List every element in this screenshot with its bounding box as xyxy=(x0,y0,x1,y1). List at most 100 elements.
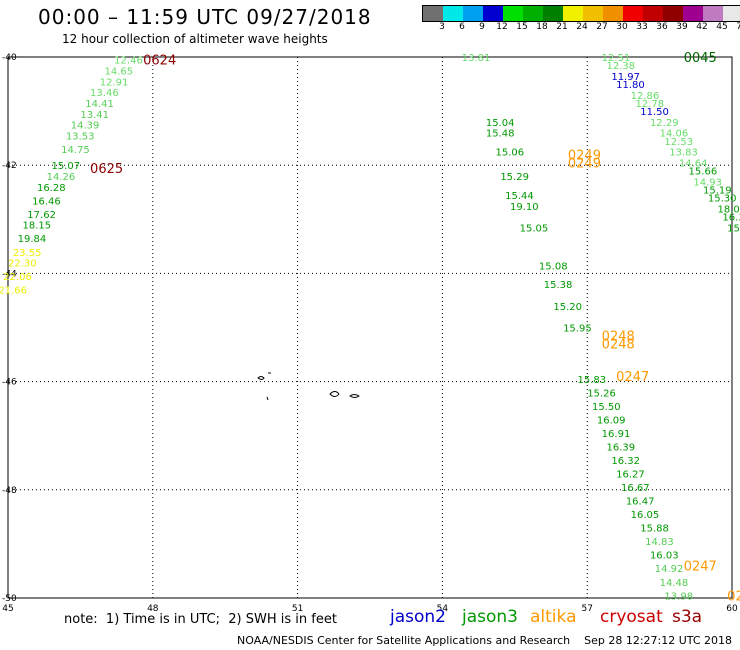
y-tick-label: -46 xyxy=(2,378,17,388)
island-outlines xyxy=(257,372,360,401)
pass-time-label: 0624 xyxy=(143,54,176,69)
wave-height-value: 15.06 xyxy=(495,148,524,159)
wave-height-value: 12.91 xyxy=(100,77,129,88)
color-label-7: 24 xyxy=(576,22,588,32)
wave-height-value: 16.32 xyxy=(611,456,640,467)
wave-height-value: 16.39 xyxy=(607,443,636,454)
color-swatch-1 xyxy=(443,6,463,21)
x-tick-label: 51 xyxy=(292,604,303,614)
wave-height-value: 14.48 xyxy=(660,578,689,589)
wave-height-value: 14.06 xyxy=(660,129,689,140)
wave-height-value: 17.62 xyxy=(27,210,56,221)
color-swatch-8 xyxy=(583,6,603,21)
wave-height-value: 22.06 xyxy=(3,272,32,283)
pass-time-label: 0247 xyxy=(616,370,649,385)
wave-height-value: 15.30 xyxy=(708,194,737,205)
wave-height-value: 15.29 xyxy=(500,172,529,183)
wave-height-value: 13.83 xyxy=(669,148,698,159)
y-tick-label: -40 xyxy=(2,53,17,63)
wave-height-value: 12.46 xyxy=(114,56,143,67)
color-swatch-14 xyxy=(703,6,723,21)
wave-height-value: 22.30 xyxy=(8,259,37,270)
wave-height-value: 18.15 xyxy=(22,221,51,232)
wave-height-value: 23.55 xyxy=(13,248,42,259)
pass-time-label: 0625 xyxy=(90,162,123,177)
color-label-5: 18 xyxy=(536,22,548,32)
color-swatch-9 xyxy=(603,6,623,21)
color-swatch-10 xyxy=(623,6,643,21)
legend-note: note: 1) Time is in UTC; 2) SWH is in fe… xyxy=(64,612,337,627)
wave-height-value: 12.53 xyxy=(664,137,693,148)
wave-height-value: 11.50 xyxy=(640,107,669,118)
color-label-0: 3 xyxy=(439,22,445,32)
wave-height-value: 15.30 xyxy=(727,223,740,234)
map-frame xyxy=(7,56,733,599)
legend-jason2: jason2 xyxy=(390,607,446,627)
wave-height-value: 14.65 xyxy=(105,67,134,78)
color-scale-labels: 36912151821242730333639424570(ft) xyxy=(422,22,740,34)
island-4 xyxy=(329,391,340,397)
color-label-10: 33 xyxy=(636,22,648,32)
wave-height-value: 15.50 xyxy=(592,402,621,413)
wave-height-value: 16.91 xyxy=(602,429,631,440)
wave-height-value: 18.08 xyxy=(718,204,740,215)
color-swatch-11 xyxy=(643,6,663,21)
wave-height-value: 12.78 xyxy=(635,99,664,110)
y-tick-label: -50 xyxy=(2,594,17,604)
color-label-11: 36 xyxy=(656,22,668,32)
page-subtitle: 12 hour collection of altimeter wave hei… xyxy=(62,32,328,46)
wave-height-value: 14.93 xyxy=(693,177,722,188)
wave-height-value: 15.05 xyxy=(520,223,549,234)
wave-height-value: 15.38 xyxy=(544,280,573,291)
x-tick-label: 54 xyxy=(437,604,449,614)
y-tick-label: -42 xyxy=(2,161,17,171)
wave-height-value: 14.83 xyxy=(645,537,674,548)
y-tick-label: -44 xyxy=(2,269,17,279)
color-swatch-3 xyxy=(483,6,503,21)
wave-height-value: 12.29 xyxy=(650,118,679,129)
island-5 xyxy=(349,394,360,398)
wave-height-value: 16.05 xyxy=(631,510,660,521)
wave-height-value: 16.67 xyxy=(621,483,650,494)
wave-height-value: 12.38 xyxy=(607,61,636,72)
wave-height-value: 14.41 xyxy=(85,99,114,110)
color-swatch-5 xyxy=(523,6,543,21)
color-label-4: 15 xyxy=(516,22,528,32)
page-title: 00:00 – 11:59 UTC 09/27/2018 xyxy=(38,5,372,29)
track-right: 12.5112.3811.9711.8012.8612.7811.5012.29… xyxy=(602,53,740,234)
color-label-12: 39 xyxy=(676,22,688,32)
wave-height-value: 13.81 xyxy=(462,53,491,64)
wave-height-value: 15.07 xyxy=(51,161,80,172)
color-label-9: 30 xyxy=(616,22,628,32)
pass-time-label: 0249 xyxy=(568,148,601,163)
island-1 xyxy=(257,376,265,380)
wave-height-value: 21.66 xyxy=(0,286,27,297)
wave-height-value: 15.04 xyxy=(486,118,515,129)
color-swatch-6 xyxy=(543,6,563,21)
wave-height-value: 12.86 xyxy=(631,91,660,102)
wave-height-value: 14.39 xyxy=(71,121,100,132)
wave-height-value: 11.80 xyxy=(616,80,645,91)
pass-time-label: 0045 xyxy=(684,51,717,66)
wave-height-value: 15.19 xyxy=(703,186,732,197)
wave-height-value: 13.46 xyxy=(90,88,119,99)
color-swatch-15 xyxy=(723,6,740,21)
color-label-13: 42 xyxy=(696,22,708,32)
wave-height-value: 19.84 xyxy=(18,234,47,245)
x-tick-label: 45 xyxy=(2,604,13,614)
wave-height-value: 19.10 xyxy=(510,202,539,213)
wave-height-value: 16.03 xyxy=(650,551,679,562)
wave-height-value: 11.97 xyxy=(611,72,640,83)
wave-height-value: 16.30 xyxy=(722,213,740,224)
track-left: 12.4614.6512.9113.4614.4113.4114.3913.53… xyxy=(0,56,143,297)
wave-height-value: 14.75 xyxy=(61,145,90,156)
wave-height-value: 16.28 xyxy=(37,183,66,194)
x-tick-label: 57 xyxy=(581,604,592,614)
wave-height-value: 15.08 xyxy=(539,261,568,272)
wave-height-value: 16.47 xyxy=(626,497,655,508)
wave-height-value: 13.98 xyxy=(664,591,693,602)
color-label-1: 6 xyxy=(459,22,465,32)
color-label-14: 45 xyxy=(716,22,728,32)
wave-height-value: 16.09 xyxy=(597,415,626,426)
